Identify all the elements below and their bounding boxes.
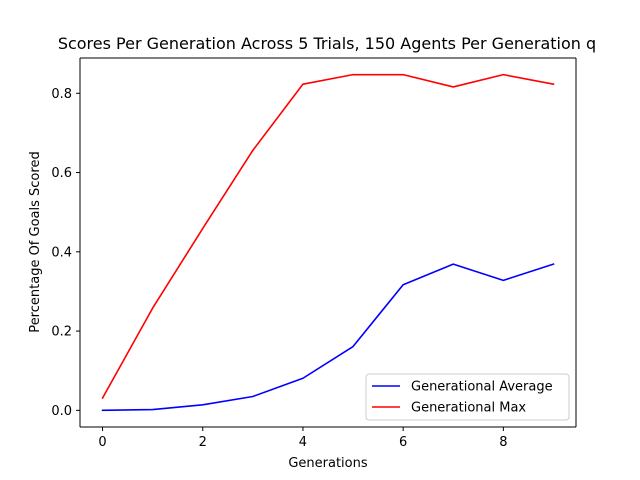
axes-layer — [79, 57, 577, 428]
legend-box — [365, 373, 570, 421]
series-line-1 — [101, 263, 555, 412]
x-tick-label: 4 — [299, 435, 307, 450]
x-tick-label: 6 — [399, 435, 407, 450]
legend-label-1: Generational Average — [411, 380, 553, 395]
legend-label-2: Generational Max — [411, 401, 526, 416]
x-tick-label: 8 — [499, 435, 507, 450]
y-tick-label: 0.6 — [51, 166, 72, 181]
x-tick-label: 0 — [98, 435, 106, 450]
y-tick-label: 0.4 — [51, 245, 72, 260]
series-line-2 — [101, 73, 555, 400]
legend: Generational Average Generational Max — [365, 373, 570, 421]
x-axis-label: Generations — [288, 456, 368, 471]
y-tick-label: 0.2 — [51, 325, 72, 340]
ticks-layer: 0 2 4 6 8 0.0 0.2 0.4 0.6 0.8 — [51, 87, 507, 450]
plot-area — [80, 58, 576, 427]
y-tick-label: 0.0 — [51, 404, 72, 419]
x-tick-label: 2 — [199, 435, 207, 450]
y-axis-label: Percentage Of Goals Scored — [28, 151, 43, 332]
series-layer — [101, 73, 555, 412]
chart-title: Scores Per Generation Across 5 Trials, 1… — [58, 34, 596, 53]
y-tick-label: 0.8 — [51, 87, 72, 102]
